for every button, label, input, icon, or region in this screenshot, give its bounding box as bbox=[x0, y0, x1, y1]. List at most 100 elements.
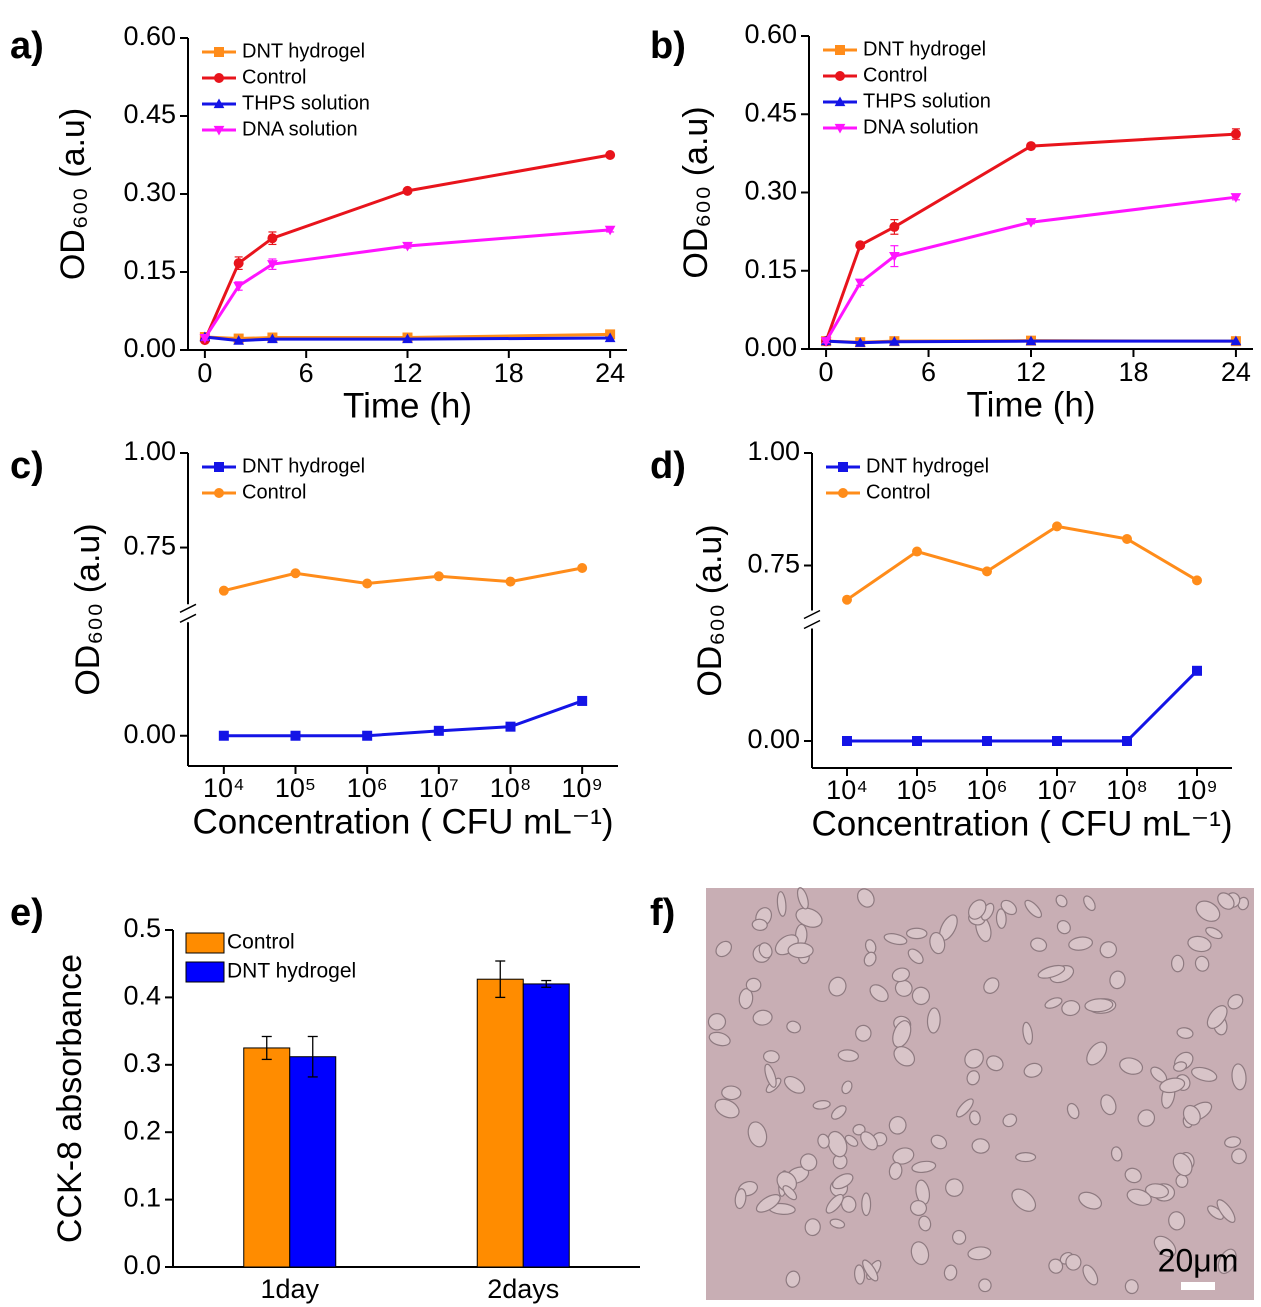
legend-marker bbox=[214, 73, 224, 83]
y-tick-label: 0.1 bbox=[123, 1183, 161, 1213]
cell bbox=[952, 1229, 967, 1245]
cell bbox=[910, 1241, 930, 1266]
marker bbox=[1230, 129, 1241, 140]
cell bbox=[862, 1259, 879, 1282]
x-tick-label: 10⁷ bbox=[1037, 775, 1077, 805]
y-tick-label: 0.15 bbox=[123, 255, 176, 285]
marker bbox=[433, 725, 444, 736]
axis-break bbox=[179, 603, 197, 613]
marker bbox=[982, 566, 992, 577]
marker bbox=[402, 333, 413, 344]
cell bbox=[909, 1199, 928, 1216]
x-tick-label: 10⁴ bbox=[203, 773, 245, 803]
cell bbox=[1015, 1152, 1037, 1163]
x-tick-label: 10⁵ bbox=[896, 775, 937, 805]
cell bbox=[869, 984, 889, 1003]
y-tick-label: 0.2 bbox=[123, 1115, 161, 1145]
cell bbox=[1082, 1264, 1099, 1286]
cell bbox=[844, 1134, 859, 1147]
cell bbox=[995, 908, 1007, 929]
panel-label: d) bbox=[650, 445, 686, 487]
y-tick-label: 0.5 bbox=[123, 913, 161, 943]
cell bbox=[888, 1115, 907, 1135]
y-axis-label: OD₆₀₀ (a.u) bbox=[69, 523, 107, 695]
marker bbox=[433, 571, 444, 582]
x-tick-label: 10⁵ bbox=[275, 773, 316, 803]
legend-label: DNA solution bbox=[242, 118, 358, 140]
marker bbox=[505, 576, 516, 587]
scale-bar bbox=[1181, 1282, 1215, 1290]
marker bbox=[889, 221, 900, 232]
legend-label: Control bbox=[227, 931, 295, 954]
cell bbox=[776, 1171, 798, 1193]
marker bbox=[604, 225, 616, 236]
error-bar bbox=[261, 1035, 272, 1061]
marker bbox=[820, 337, 832, 347]
legend-marker bbox=[213, 98, 225, 109]
cell bbox=[1191, 1066, 1218, 1082]
cell bbox=[967, 1246, 992, 1261]
cell bbox=[1084, 998, 1114, 1013]
cell bbox=[892, 1147, 915, 1165]
cell bbox=[905, 927, 928, 940]
x-tick-label: 10⁶ bbox=[347, 773, 388, 803]
cell bbox=[829, 1218, 846, 1229]
cell bbox=[888, 1161, 903, 1180]
x-tick-label: 6 bbox=[299, 358, 314, 388]
x-tick-label: 0 bbox=[819, 357, 834, 387]
cell bbox=[1109, 970, 1126, 990]
cell bbox=[1037, 964, 1066, 979]
y-tick-label: 0.4 bbox=[123, 981, 161, 1011]
cell bbox=[1153, 1235, 1177, 1258]
series-line bbox=[223, 699, 583, 738]
cell bbox=[1205, 926, 1223, 940]
marker bbox=[842, 736, 852, 746]
marker bbox=[604, 332, 616, 343]
error-bar bbox=[541, 979, 552, 988]
cell bbox=[795, 907, 823, 928]
marker bbox=[842, 594, 852, 605]
x-tick-label: 10⁸ bbox=[1106, 775, 1147, 805]
cell bbox=[1182, 1104, 1201, 1126]
axis-break bbox=[803, 609, 821, 620]
panel-label: c) bbox=[10, 445, 44, 487]
cell bbox=[1083, 895, 1096, 912]
y-tick-label: 1.00 bbox=[747, 436, 800, 466]
cell bbox=[986, 1055, 1004, 1072]
x-axis-label: Time (h) bbox=[343, 386, 472, 425]
cell bbox=[1126, 1188, 1152, 1206]
marker bbox=[233, 258, 244, 269]
error-bar bbox=[495, 960, 506, 999]
y-tick-label: 0.75 bbox=[123, 531, 176, 561]
series-line bbox=[223, 566, 583, 593]
x-axis-label: Concentration ( CFU mL⁻¹) bbox=[811, 804, 1232, 843]
legend-label: THPS solution bbox=[863, 90, 991, 112]
cell bbox=[1099, 941, 1118, 959]
cell bbox=[943, 1264, 958, 1281]
legend-marker bbox=[214, 488, 224, 498]
legend-marker bbox=[213, 125, 225, 136]
cell bbox=[758, 942, 773, 959]
cell bbox=[786, 1020, 802, 1034]
marker bbox=[402, 185, 413, 196]
x-tick-label: 10⁴ bbox=[826, 775, 868, 805]
cell bbox=[715, 940, 733, 958]
cell bbox=[837, 1049, 859, 1062]
cell bbox=[911, 986, 931, 1006]
cell bbox=[863, 951, 877, 967]
bar bbox=[522, 983, 570, 1268]
cell bbox=[1055, 894, 1068, 908]
cell bbox=[969, 1110, 981, 1126]
x-tick-label: 18 bbox=[1118, 357, 1148, 387]
marker bbox=[889, 252, 900, 262]
cell bbox=[840, 1195, 857, 1213]
marker bbox=[1192, 665, 1202, 676]
cell bbox=[893, 1046, 916, 1067]
y-tick-label: 0.60 bbox=[744, 19, 797, 49]
legend-swatch bbox=[185, 932, 225, 954]
cell bbox=[747, 1121, 768, 1148]
marker bbox=[577, 562, 588, 573]
y-tick-label: 0.60 bbox=[123, 21, 176, 51]
legend-label: DNT hydrogel bbox=[242, 40, 365, 62]
